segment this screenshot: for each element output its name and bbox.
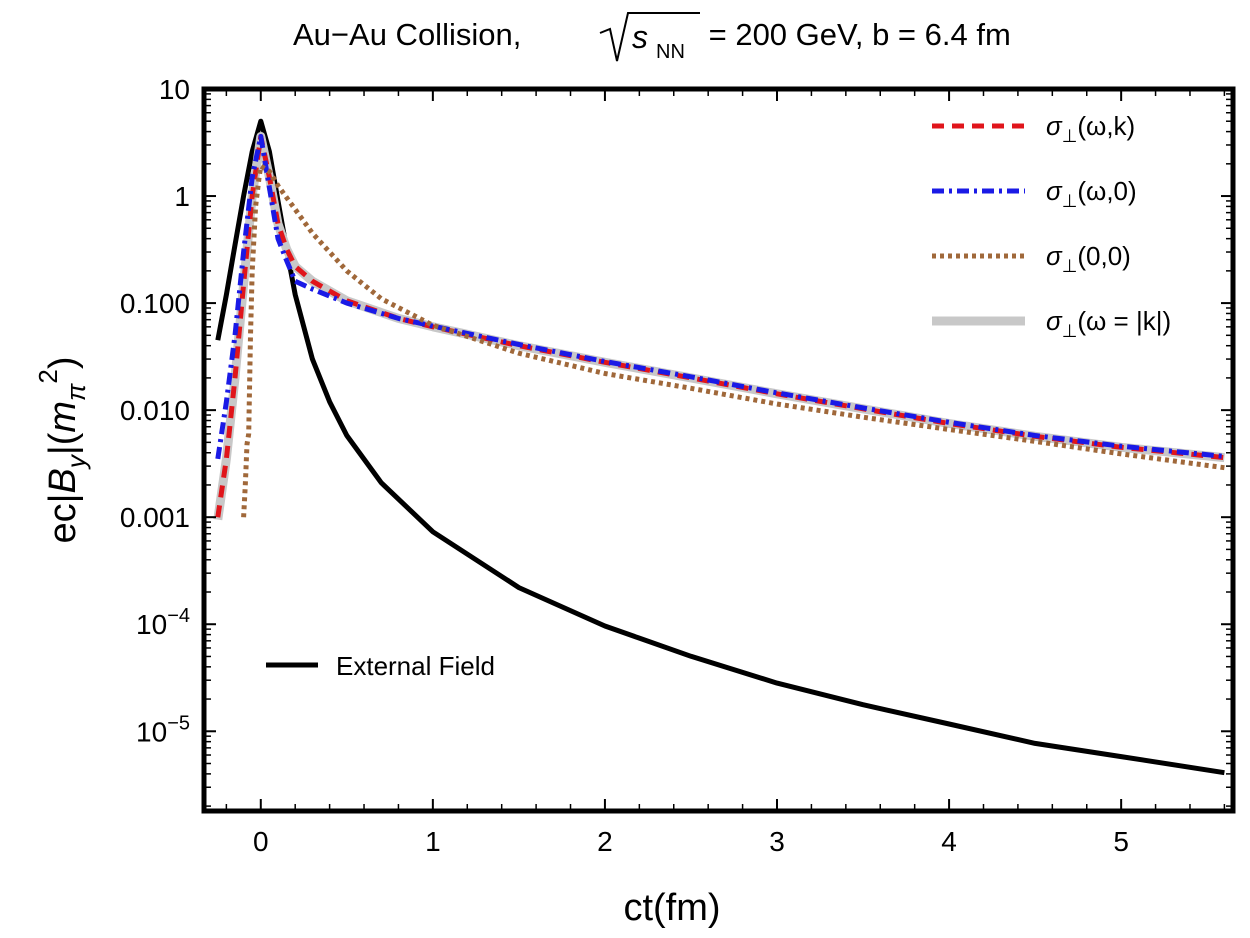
legend-label-1: σ⊥(ω = |k|) — [1046, 306, 1171, 341]
legend-label-2: σ⊥(ω,k) — [1046, 111, 1135, 146]
x-tick-label-4: 4 — [941, 826, 957, 857]
y-axis-title-prefix: ec| — [42, 494, 84, 544]
series-line-4 — [241, 163, 1225, 518]
y-tick-label-3: 0.010 — [120, 395, 190, 426]
y-axis-title-mass-sub: π — [61, 383, 91, 401]
legend-external-field: External Field — [266, 651, 495, 681]
y-tick-label-5: 10−4 — [136, 605, 190, 640]
sqrt-radical-icon — [599, 12, 700, 62]
x-tick-label-5: 5 — [1113, 826, 1129, 857]
y-axis-title-mass-sup: 2 — [33, 369, 63, 383]
y-tick-label-1: 1 — [174, 181, 190, 212]
y-tick-label-4: 0.001 — [120, 502, 190, 533]
y-axis-title-mid: |( — [42, 432, 84, 455]
series-layer — [213, 118, 1225, 776]
x-axis-title: ct(fm) — [623, 887, 720, 929]
y-tick-label-6: 10−5 — [136, 712, 190, 747]
y-axis-title-suffix: ) — [42, 356, 84, 369]
x-tick-label-2: 2 — [597, 826, 613, 857]
title-sqrt-var: s — [632, 19, 648, 55]
x-tick-label-1: 1 — [425, 826, 441, 857]
y-axis-title-var-sub: y — [61, 453, 91, 470]
legend: σ⊥(ω,k) σ⊥(ω,0) σ⊥(0,0) σ⊥(ω = |k|) — [932, 111, 1171, 341]
legend-label-3: σ⊥(ω,0) — [1046, 176, 1137, 211]
y-axis-title-mass: m — [42, 401, 84, 433]
legend-label-0: External Field — [336, 651, 495, 681]
tick-layer: 0 1 2 3 4 5 10 1 0.100 0.010 0.001 10−4 10−5 — [120, 74, 1233, 857]
series-line-3 — [215, 134, 1225, 460]
title-prefix: Au−Au Collision, — [293, 17, 521, 52]
series-line-0 — [215, 118, 1225, 776]
chart-title: Au−Au Collision, s NN = 200 GeV, b = 6.4… — [293, 12, 1011, 63]
legend-label-4: σ⊥(0,0) — [1046, 241, 1131, 276]
y-tick-label-2: 0.100 — [120, 288, 190, 319]
y-axis-title-text: ec|By|(mπ2) — [33, 356, 91, 543]
plot-frame — [201, 86, 1236, 814]
y-tick-label-0: 10 — [159, 74, 190, 105]
y-axis-title-var: B — [42, 468, 84, 493]
x-tick-label-3: 3 — [769, 826, 785, 857]
title-suffix: = 200 GeV, b = 6.4 fm — [700, 17, 1011, 52]
title-sqrt-subscript: NN — [656, 41, 685, 63]
y-axis-title: ec|By|(mπ2) — [33, 356, 91, 543]
x-tick-label-0: 0 — [253, 826, 269, 857]
